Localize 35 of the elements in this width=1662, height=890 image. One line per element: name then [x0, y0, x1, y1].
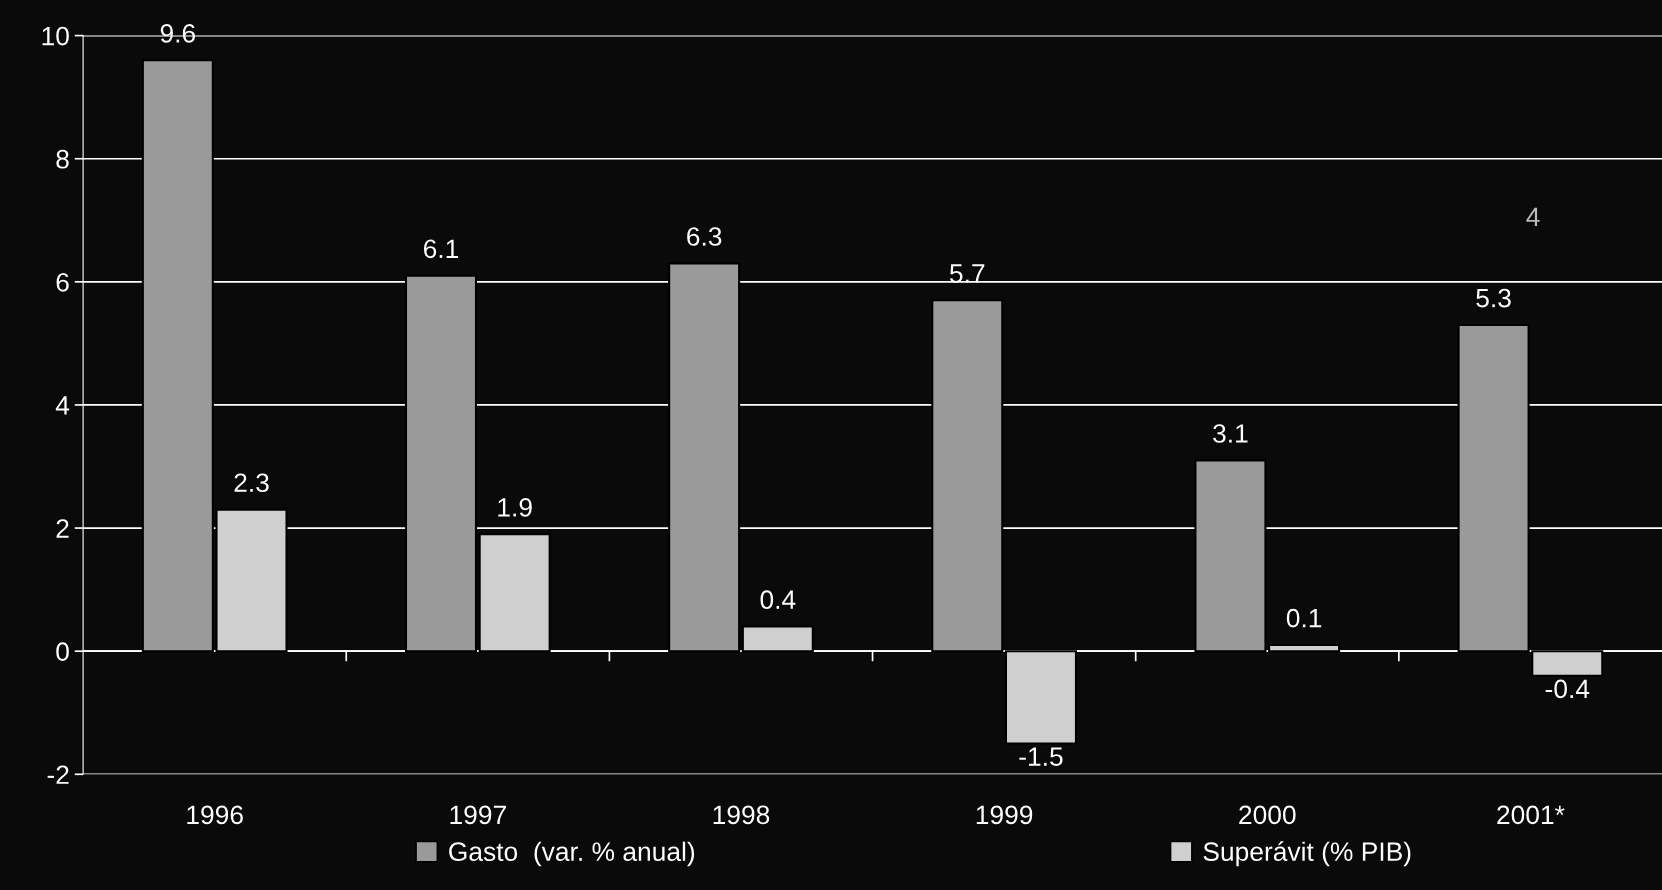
data-label: 1.9 [498, 498, 532, 517]
y-tick-label: 10 [42, 26, 69, 46]
annotation: 4 [1526, 207, 1540, 226]
legend-label: Gasto (var. % anual) [449, 841, 695, 867]
data-label: 0.1 [1286, 608, 1322, 628]
data-label: 6.3 [687, 227, 722, 246]
y-tick-label: 4 [55, 396, 70, 415]
data-label: -0.4 [1545, 679, 1590, 699]
legend-label: Superávit (% PIB) [1203, 841, 1411, 867]
data-label: 3.1 [1213, 424, 1248, 443]
x-tick-label: 1998 [713, 805, 770, 825]
x-tick-label: 2001* [1497, 805, 1565, 825]
bar [668, 262, 741, 653]
data-label: 2.3 [234, 473, 269, 493]
x-tick-label: 2000 [1239, 805, 1296, 825]
y-tick-label: 6 [56, 272, 69, 292]
bar [1004, 650, 1077, 745]
data-label: 9.6 [160, 24, 196, 43]
x-tick-label: 1997 [450, 805, 506, 825]
bar [478, 533, 551, 653]
bar [741, 625, 814, 653]
x-tick-label: 1999 [976, 805, 1033, 825]
y-tick-label: 0 [56, 642, 69, 662]
x-tick-label: 1996 [187, 805, 243, 825]
bar [1268, 643, 1341, 653]
y-tick-label: -2 [47, 765, 69, 784]
y-tick-label: 8 [56, 149, 69, 169]
y-tick-label: 2 [56, 519, 69, 538]
data-label: 6.1 [423, 239, 459, 259]
bar [404, 274, 478, 653]
data-label: 0.4 [760, 590, 796, 610]
data-label: 5.3 [1476, 288, 1511, 308]
bar [1194, 459, 1267, 653]
bar [931, 299, 1004, 653]
data-label: -1.5 [1019, 747, 1063, 766]
